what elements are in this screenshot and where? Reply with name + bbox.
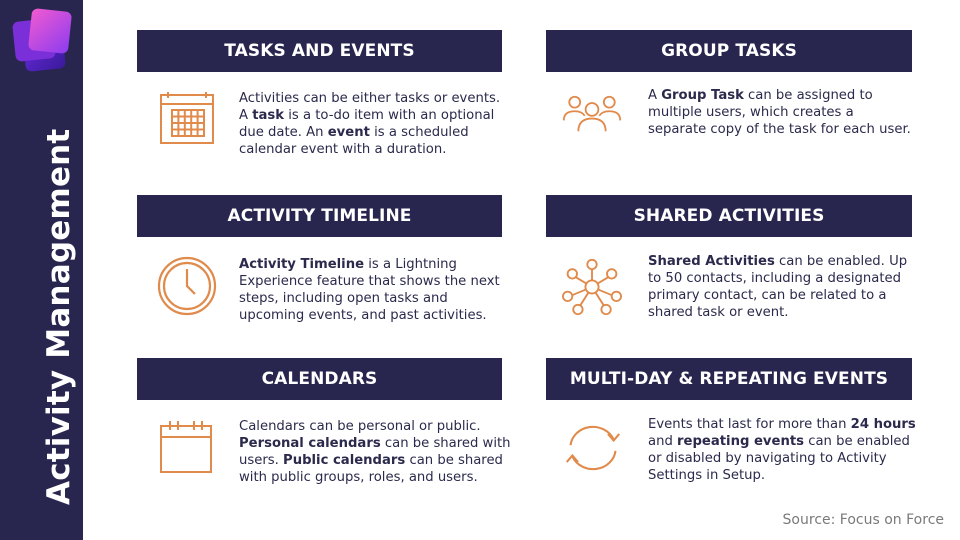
- page-title: Activity Management: [41, 128, 77, 505]
- section-header-group-tasks: GROUP TASKS: [546, 30, 912, 72]
- body-text-run: Activities can be either tasks or events…: [239, 91, 501, 123]
- sidebar: Activity Management: [0, 0, 83, 540]
- section-header-calendars: CALENDARS: [137, 358, 502, 400]
- body-text-run: can be shared with public groups, roles,…: [239, 453, 503, 485]
- section-header-multi-day-repeating-events: MULTI-DAY & REPEATING EVENTS: [546, 358, 912, 400]
- section-text-activity-timeline: Activity Timeline is a Lightning Experie…: [239, 256, 511, 324]
- emphasis-text: task: [252, 108, 285, 123]
- section-text-group-tasks: A Group Task can be assigned to multiple…: [648, 87, 916, 138]
- body-text-run: can be shared with users.: [239, 436, 511, 468]
- body-text-run: is a to-do item with an optional due dat…: [239, 108, 495, 140]
- emphasis-text: Group Task: [661, 88, 744, 103]
- emphasis-text: repeating events: [677, 434, 805, 449]
- clock-icon: [157, 256, 217, 316]
- body-text-run: can be assigned to multiple users, which…: [648, 88, 911, 137]
- emphasis-text: Public calendars: [283, 453, 406, 468]
- body-text-run: is a scheduled calendar event with a dur…: [239, 125, 469, 157]
- emphasis-text: 24 hours: [850, 417, 916, 432]
- emphasis-text: event: [327, 125, 370, 140]
- body-text-run: Events that last for more than: [648, 417, 851, 432]
- body-text-run: is a Lightning Experience feature that s…: [239, 257, 500, 323]
- body-text-run: can be enabled or disabled by navigating…: [648, 434, 910, 483]
- section-header-activity-timeline: ACTIVITY TIMELINE: [137, 195, 502, 237]
- section-header-shared-activities: SHARED ACTIVITIES: [546, 195, 912, 237]
- body-text-run: A: [648, 88, 662, 103]
- section-text-multi-day-repeating-events: Events that last for more than 24 hours …: [648, 416, 920, 484]
- group-users-icon: [562, 95, 622, 132]
- repeat-arrows-icon: [565, 425, 621, 471]
- section-text-shared-activities: Shared Activities can be enabled. Up to …: [648, 253, 916, 321]
- calendar-grid-icon: [160, 92, 214, 144]
- focus-on-force-logo-icon: [12, 8, 72, 72]
- section-header-tasks-and-events: TASKS AND EVENTS: [137, 30, 502, 72]
- emphasis-text: Shared Activities: [648, 254, 775, 269]
- section-text-tasks-and-events: Activities can be either tasks or events…: [239, 90, 511, 158]
- body-text-run: Calendars can be personal or public.: [239, 419, 481, 434]
- section-text-calendars: Calendars can be personal or public. Per…: [239, 418, 511, 486]
- body-text-run: and: [648, 434, 678, 449]
- emphasis-text: Activity Timeline: [239, 257, 365, 272]
- network-contacts-icon: [562, 258, 622, 316]
- body-text-run: can be enabled. Up to 50 contacts, inclu…: [648, 254, 908, 320]
- calendar-icon: [160, 421, 212, 473]
- source-credit: Source: Focus on Force: [782, 512, 944, 528]
- emphasis-text: Personal calendars: [239, 436, 381, 451]
